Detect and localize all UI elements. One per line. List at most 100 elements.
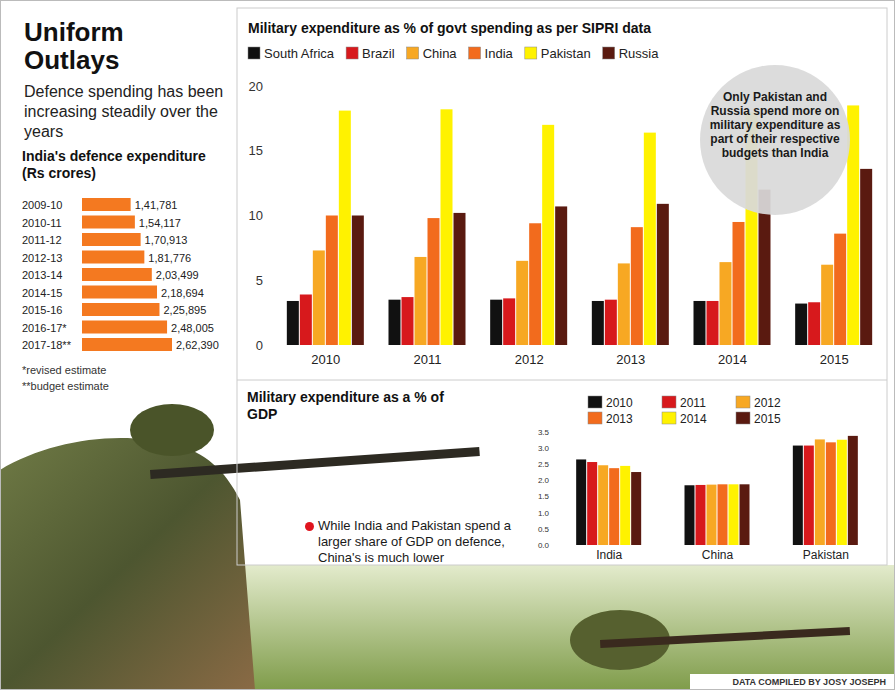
legend-swatch <box>736 396 750 408</box>
category-label: 2011 <box>414 352 442 367</box>
y-tick-label: 0.0 <box>538 541 550 550</box>
bar <box>860 169 872 345</box>
bar <box>620 466 630 545</box>
bar <box>644 133 656 345</box>
bar <box>82 338 172 351</box>
bar <box>542 125 554 345</box>
bar <box>696 485 706 545</box>
y-tick-label: 0 <box>256 338 263 353</box>
photo-rifle <box>150 447 480 479</box>
bar <box>631 472 641 545</box>
bar <box>657 204 669 345</box>
y-tick-label: 3.5 <box>538 428 550 437</box>
bar <box>694 301 706 345</box>
legend-label: South Africa <box>264 46 335 61</box>
page-subtitle: Defence spending has been increasing ste… <box>24 82 236 142</box>
y-tick-label: 5 <box>256 273 263 288</box>
category-label: India <box>596 548 622 562</box>
bar <box>707 485 717 545</box>
page-background <box>0 0 895 690</box>
bar <box>82 286 157 299</box>
data-label: 1,41,781 <box>135 199 178 211</box>
legend-label: Russia <box>619 46 660 61</box>
legend-swatch <box>662 412 676 424</box>
bar <box>287 301 299 345</box>
legend-swatch <box>603 47 615 59</box>
bar <box>576 459 586 545</box>
bar <box>82 233 141 246</box>
data-label: 2,62,390 <box>176 339 219 351</box>
bar <box>503 298 515 345</box>
bar <box>718 484 728 545</box>
data-label: 2,25,895 <box>163 304 206 316</box>
category-label: 2013 <box>616 352 645 367</box>
legend-swatch <box>525 47 537 59</box>
data-label: 1,54,117 <box>139 217 181 229</box>
infographic: 2009-101,41,7812010-111,54,1172011-121,7… <box>0 0 895 690</box>
legend-label: Pakistan <box>541 46 591 61</box>
bar <box>618 263 630 345</box>
category-label: Pakistan <box>803 548 849 562</box>
footer-background <box>690 674 894 689</box>
y-tick-label: 1.5 <box>538 492 550 501</box>
legend-swatch <box>588 412 602 424</box>
bar <box>82 321 167 334</box>
bar <box>733 222 745 345</box>
footnote: **budget estimate <box>22 380 109 392</box>
legend-swatch <box>736 412 750 424</box>
bar <box>82 216 135 229</box>
chart-title: Military expenditure as a % of GDP <box>247 389 467 423</box>
legend-swatch <box>588 396 602 408</box>
bar <box>707 301 719 345</box>
bar <box>598 465 608 545</box>
photo-rifle <box>600 627 850 648</box>
bar <box>834 234 846 345</box>
bar <box>848 436 858 545</box>
legend-label: 2014 <box>680 412 707 426</box>
bar <box>326 216 338 346</box>
category-label: 2016-17* <box>22 322 67 334</box>
bar <box>313 250 325 345</box>
annotation: Only Pakistan and Russia spend more on m… <box>705 90 845 160</box>
bar <box>529 223 541 345</box>
bar <box>300 294 312 345</box>
bar <box>490 300 502 345</box>
y-tick-label: 15 <box>249 143 263 158</box>
bullet <box>305 522 314 531</box>
chart-title: Military expenditure as % of govt spendi… <box>248 20 878 37</box>
legend-label: 2015 <box>754 412 781 426</box>
bar <box>441 109 453 345</box>
bar <box>815 439 825 545</box>
y-tick-label: 2.0 <box>538 476 550 485</box>
category-label: China <box>702 548 734 562</box>
bar <box>516 261 528 345</box>
bar <box>821 265 833 345</box>
chart-title: India's defence expenditure (Rs crores) <box>22 148 212 182</box>
category-label: 2010-11 <box>22 217 62 229</box>
bar <box>415 257 427 345</box>
legend-label: 2010 <box>606 396 633 410</box>
bar <box>82 268 152 281</box>
credit: DATA COMPILED BY JOSY JOSEPH <box>732 677 886 687</box>
bar <box>808 302 820 345</box>
category-label: 2012-13 <box>22 252 62 264</box>
legend-label: 2012 <box>754 396 781 410</box>
bar <box>82 303 159 316</box>
legend-swatch <box>662 396 676 408</box>
y-tick-label: 1.0 <box>538 509 550 518</box>
bar <box>82 251 144 264</box>
category-label: 2015-16 <box>22 304 62 316</box>
bar <box>826 442 836 545</box>
bar <box>555 206 567 345</box>
category-label: 2010 <box>311 352 340 367</box>
bar <box>804 446 814 545</box>
data-label: 2,18,694 <box>161 287 204 299</box>
bars <box>576 436 858 545</box>
y-tick-label: 0.5 <box>538 525 550 534</box>
data-label: 1,81,776 <box>148 252 191 264</box>
category-label: 2009-10 <box>22 199 62 211</box>
bar <box>631 227 643 345</box>
legend-label: China <box>423 46 458 61</box>
legend-label: 2013 <box>606 412 633 426</box>
legend-label: Brazil <box>362 46 395 61</box>
